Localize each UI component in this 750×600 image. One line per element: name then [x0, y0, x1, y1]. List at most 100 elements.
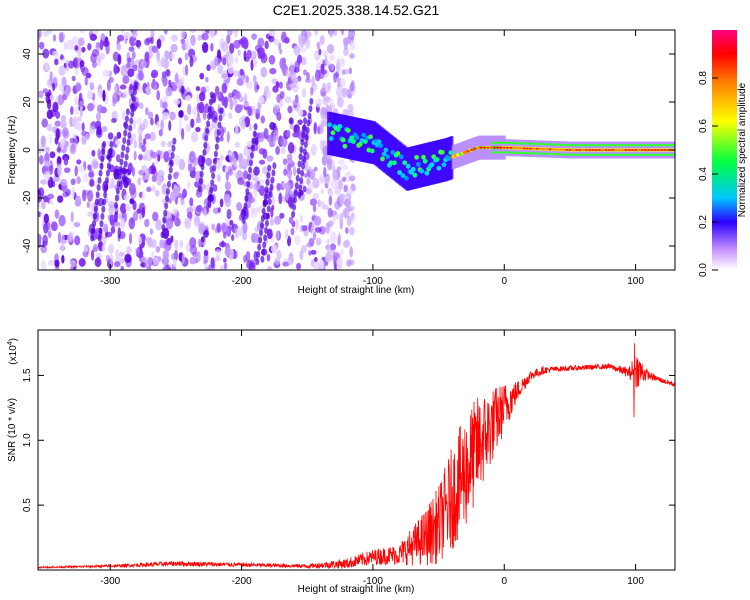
- heatmap-cell: [226, 34, 231, 44]
- heatmap-cell: [336, 166, 342, 172]
- heatmap-cell: [251, 137, 256, 145]
- heatmap-cell: [99, 39, 104, 51]
- heatmap-cell: [58, 215, 66, 227]
- heatmap-cell: [264, 226, 269, 234]
- heatmap-cell: [195, 86, 201, 92]
- heatmap-cell: [638, 144, 643, 147]
- snr-y-tick-label: 1.0: [22, 433, 33, 447]
- heatmap-y-tick-label: 40: [22, 48, 33, 60]
- heatmap-cell: [184, 52, 189, 61]
- heatmap-cell: [282, 158, 288, 165]
- heatmap-cell: [118, 165, 123, 173]
- heatmap-cell: [156, 90, 160, 101]
- heatmap-cell: [180, 85, 185, 95]
- heatmap-cell: [282, 261, 290, 267]
- heatmap-cell: [349, 175, 356, 182]
- heatmap-cell: [305, 39, 311, 49]
- heatmap-cell: [185, 64, 189, 76]
- heatmap-cell: [97, 241, 103, 249]
- heatmap-cell: [198, 101, 205, 114]
- heatmap-cell: [585, 144, 590, 147]
- snr-x-axis-label: Height of straight line (km): [298, 584, 415, 595]
- heatmap-cell: [52, 50, 59, 56]
- heatmap-cell: [310, 249, 317, 255]
- heatmap-cell: [640, 149, 644, 151]
- heatmap-cell: [113, 63, 118, 75]
- heatmap-cell: [183, 114, 189, 121]
- heatmap-cell: [648, 144, 653, 147]
- heatmap-cell: [205, 127, 210, 135]
- heatmap-x-tick-label: 0: [501, 276, 507, 287]
- heatmap-cell: [635, 144, 640, 147]
- heatmap-cell: [632, 144, 637, 147]
- heatmap-cell: [250, 59, 254, 71]
- heatmap-cell: [114, 84, 118, 95]
- heatmap-cell: [664, 153, 669, 156]
- heatmap-cell: [260, 115, 266, 124]
- heatmap-cell: [168, 262, 172, 268]
- heatmap-cell: [104, 176, 109, 184]
- heatmap-cell: [301, 87, 307, 98]
- heatmap-cell: [173, 172, 179, 180]
- heatmap-cell: [264, 40, 269, 50]
- heatmap-cell: [133, 150, 137, 161]
- heatmap-cell: [554, 143, 559, 146]
- heatmap-cell: [116, 180, 121, 188]
- heatmap-cell: [248, 124, 253, 132]
- heatmap-cell: [342, 143, 348, 149]
- heatmap-cell: [211, 172, 216, 180]
- heatmap-cell: [192, 166, 196, 174]
- heatmap-cell: [672, 153, 675, 156]
- heatmap-cell: [87, 42, 92, 51]
- heatmap-cell: [611, 144, 616, 147]
- heatmap-cell: [258, 185, 265, 197]
- heatmap-cell: [221, 240, 225, 248]
- heatmap-cell: [315, 237, 322, 246]
- heatmap-cell: [294, 182, 299, 190]
- heatmap-y-ticks: 40 20 0 -20 -40: [22, 48, 675, 253]
- snr-x-tick-label: -100: [363, 576, 383, 587]
- heatmap-cell: [144, 218, 150, 228]
- heatmap-cell: [232, 95, 238, 106]
- heatmap-cell: [81, 122, 85, 132]
- heatmap-cell: [492, 146, 497, 149]
- heatmap-cell: [562, 143, 567, 146]
- heatmap-cell: [643, 144, 648, 147]
- heatmap-cell: [300, 138, 305, 146]
- heatmap-cell: [223, 262, 228, 270]
- heatmap-cell: [151, 45, 159, 54]
- heatmap-cell: [163, 30, 168, 35]
- heatmap-cell: [255, 258, 260, 266]
- heatmap-cell: [545, 148, 549, 151]
- heatmap-cell: [675, 144, 679, 146]
- heatmap-cell: [255, 107, 261, 114]
- heatmap-cell: [178, 116, 182, 127]
- heatmap-cell: [572, 144, 577, 147]
- heatmap-cell: [285, 157, 293, 164]
- heatmap-cell: [265, 178, 270, 186]
- heatmap-cell: [110, 226, 116, 234]
- heatmap-cell: [339, 212, 344, 224]
- heatmap-cell: [205, 157, 212, 167]
- heatmap-cell: [88, 168, 94, 178]
- heatmap-cell: [329, 243, 337, 251]
- heatmap-cell: [303, 117, 308, 125]
- heatmap-cell: [179, 239, 184, 248]
- heatmap-cell: [241, 158, 249, 168]
- heatmap-cell: [102, 223, 109, 233]
- heatmap-cell: [210, 62, 217, 70]
- heatmap-cell: [124, 253, 132, 264]
- heatmap-cell: [123, 160, 128, 168]
- heatmap-cell: [344, 198, 352, 208]
- heatmap-cell: [233, 39, 241, 49]
- heatmap-cell: [79, 60, 85, 67]
- heatmap-cell: [482, 146, 487, 149]
- heatmap-cell: [173, 154, 181, 166]
- heatmap-cell: [279, 48, 283, 55]
- heatmap-cell: [188, 150, 196, 163]
- heatmap-cell: [239, 104, 244, 111]
- heatmap-cell: [203, 141, 208, 149]
- heatmap-cell: [556, 143, 561, 146]
- heatmap-cell: [293, 165, 297, 177]
- heatmap-cell: [556, 153, 561, 156]
